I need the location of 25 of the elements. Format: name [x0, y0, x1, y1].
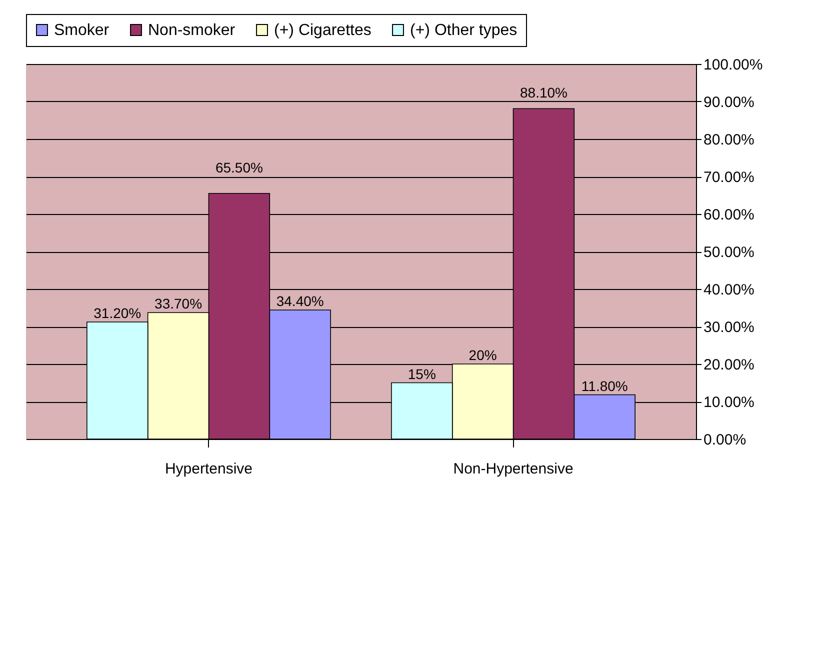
y-tick-label: 10.00% — [704, 394, 754, 411]
data-label: 15% — [408, 366, 436, 382]
y-tick-label: 40.00% — [704, 282, 754, 298]
y-tick-label: 30.00% — [704, 319, 754, 336]
y-tick-label: 80.00% — [704, 132, 754, 148]
legend-label: Non-smoker — [148, 22, 236, 39]
data-label: 65.50% — [215, 160, 263, 176]
y-tick-label: 60.00% — [704, 206, 754, 224]
data-label: 31.20% — [94, 305, 142, 321]
x-tick-label: Non-Hypertensive — [453, 460, 574, 478]
y-tick-label: 90.00% — [704, 94, 754, 111]
legend-label: Smoker — [54, 22, 110, 39]
y-tick-label: 0.00% — [704, 432, 746, 448]
y-tick-label: 70.00% — [704, 169, 754, 186]
data-label: 33.70% — [154, 296, 202, 312]
data-label: 20% — [468, 347, 497, 363]
data-label: 34.40% — [276, 293, 324, 309]
y-tick-label: 100.00% — [704, 56, 763, 74]
y-tick-label: 50.00% — [704, 244, 754, 261]
legend-label: (+) Cigarettes — [274, 22, 372, 39]
legend-label: (+) Other types — [410, 22, 518, 39]
data-label: 11.80% — [581, 378, 628, 394]
data-label: 88.10% — [520, 84, 568, 100]
y-tick-label: 20.00% — [704, 356, 754, 374]
x-tick-label: Hypertensive — [164, 460, 252, 478]
